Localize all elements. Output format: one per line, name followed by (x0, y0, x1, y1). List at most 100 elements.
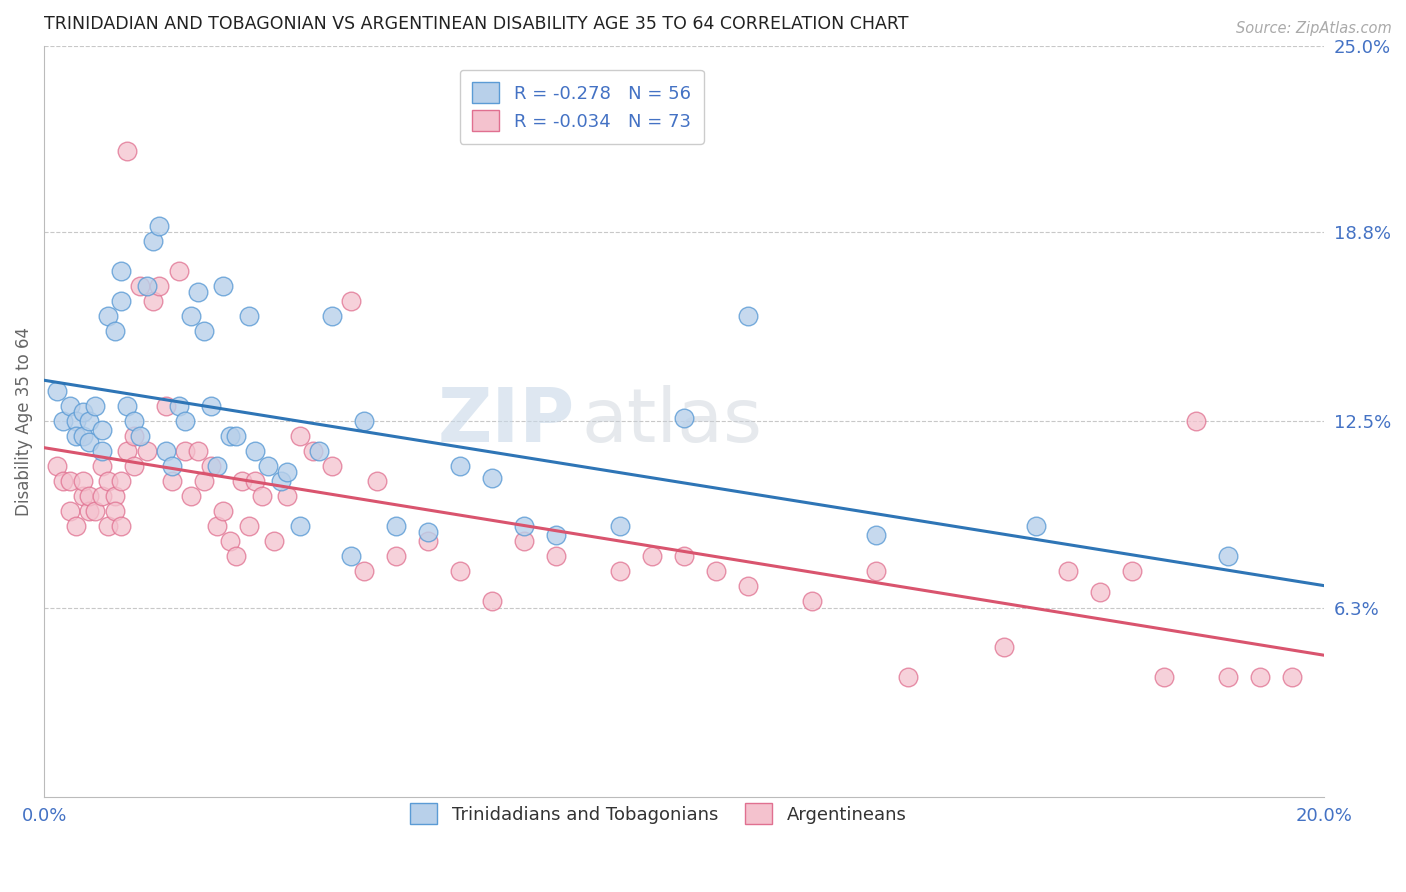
Text: atlas: atlas (582, 384, 762, 458)
Point (546, 549, 568, 564)
Point (90, 489, 112, 503)
Point (1249, 670, 1271, 684)
Point (321, 309, 343, 323)
Point (212, 504, 235, 518)
Point (187, 285, 209, 299)
Point (72, 475, 94, 489)
Point (65, 414, 87, 428)
Point (321, 459, 343, 474)
Point (174, 414, 197, 428)
Point (200, 459, 222, 474)
Point (609, 565, 631, 579)
Point (270, 475, 292, 489)
Point (245, 475, 267, 489)
Point (45, 459, 67, 474)
Point (59, 475, 82, 489)
Point (117, 144, 139, 158)
Point (1153, 670, 1175, 684)
Point (865, 528, 887, 542)
Point (205, 459, 228, 474)
Point (1121, 565, 1143, 579)
Point (366, 475, 388, 489)
Point (193, 324, 215, 338)
Point (84, 399, 107, 413)
Point (250, 489, 273, 503)
Point (1185, 414, 1208, 428)
Point (110, 264, 132, 278)
Point (65, 429, 87, 443)
Point (288, 429, 311, 443)
Point (180, 489, 202, 503)
Point (155, 399, 177, 413)
Point (416, 525, 439, 540)
Point (117, 399, 139, 413)
Point (52, 414, 75, 428)
Point (135, 279, 157, 293)
Point (546, 528, 568, 542)
Point (481, 471, 503, 485)
Point (122, 429, 145, 443)
Point (59, 504, 82, 518)
Point (218, 429, 240, 443)
Point (897, 670, 920, 684)
Point (513, 534, 536, 549)
Y-axis label: Disability Age 35 to 64: Disability Age 35 to 64 (15, 326, 32, 516)
Point (187, 444, 209, 458)
Point (97, 519, 120, 533)
Point (103, 504, 125, 518)
Point (231, 475, 253, 489)
Point (148, 219, 170, 233)
Point (865, 565, 887, 579)
Point (225, 549, 247, 564)
Legend: Trinidadians and Tobagonians, Argentineans: Trinidadians and Tobagonians, Argentinea… (398, 790, 920, 837)
Point (449, 459, 471, 474)
Point (218, 534, 240, 549)
Point (353, 565, 375, 579)
Point (245, 444, 267, 458)
Point (302, 444, 325, 458)
Point (609, 519, 631, 533)
Point (263, 534, 285, 549)
Point (212, 279, 235, 293)
Point (481, 594, 503, 608)
Point (117, 444, 139, 458)
Point (276, 465, 298, 479)
Point (167, 399, 190, 413)
Point (77, 414, 100, 428)
Point (737, 579, 759, 593)
Point (72, 429, 94, 443)
Point (103, 324, 125, 338)
Point (72, 405, 94, 419)
Point (110, 475, 132, 489)
Point (385, 519, 408, 533)
Point (59, 399, 82, 413)
Point (52, 475, 75, 489)
Point (110, 519, 132, 533)
Point (1057, 565, 1080, 579)
Point (90, 444, 112, 458)
Point (193, 475, 215, 489)
Point (122, 414, 145, 428)
Point (673, 549, 696, 564)
Point (416, 534, 439, 549)
Point (135, 444, 157, 458)
Point (77, 489, 100, 503)
Point (704, 565, 727, 579)
Point (160, 475, 183, 489)
Point (288, 519, 311, 533)
Point (1088, 585, 1111, 599)
Point (641, 549, 664, 564)
Point (801, 594, 824, 608)
Point (385, 549, 408, 564)
Point (1025, 519, 1047, 533)
Point (449, 565, 471, 579)
Point (84, 504, 107, 518)
Point (276, 489, 298, 503)
Point (122, 459, 145, 474)
Point (45, 384, 67, 399)
Text: TRINIDADIAN AND TOBAGONIAN VS ARGENTINEAN DISABILITY AGE 35 TO 64 CORRELATION CH: TRINIDADIAN AND TOBAGONIAN VS ARGENTINEA… (44, 15, 908, 33)
Point (129, 429, 152, 443)
Point (77, 435, 100, 450)
Point (340, 549, 363, 564)
Point (142, 293, 165, 308)
